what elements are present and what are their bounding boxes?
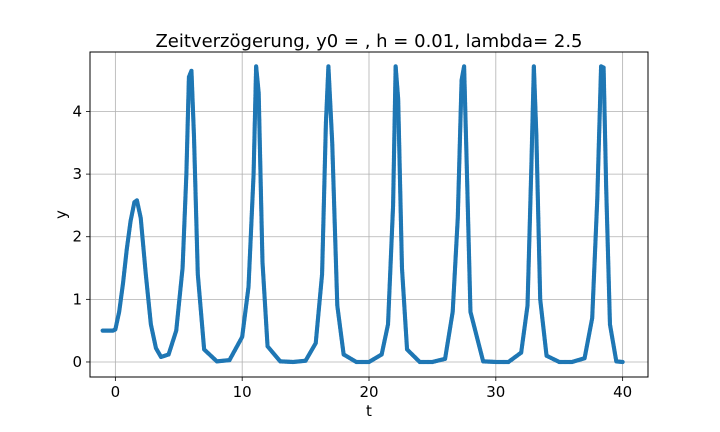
- y-axis: 0 1 2 3 4: [72, 102, 90, 371]
- x-tick-label: 40: [613, 383, 632, 401]
- x-tick-label: 0: [111, 383, 121, 401]
- data-point: [620, 359, 625, 365]
- y-tick-label: 4: [72, 102, 82, 120]
- x-tick-label: 30: [486, 383, 505, 401]
- x-axis: 0 10 20 30 40: [111, 377, 632, 401]
- chart-title: Zeitverzögerung, y0 = , h = 0.01, lambda…: [155, 31, 582, 52]
- y-axis-label: y: [52, 210, 70, 219]
- data-points: [100, 64, 625, 365]
- y-tick-label: 2: [72, 228, 82, 246]
- x-axis-label: t: [366, 402, 372, 420]
- x-tick-label: 20: [359, 383, 378, 401]
- y-tick-label: 0: [72, 353, 82, 371]
- y-tick-label: 1: [72, 290, 82, 308]
- x-tick-label: 10: [233, 383, 252, 401]
- y-tick-label: 3: [72, 165, 82, 183]
